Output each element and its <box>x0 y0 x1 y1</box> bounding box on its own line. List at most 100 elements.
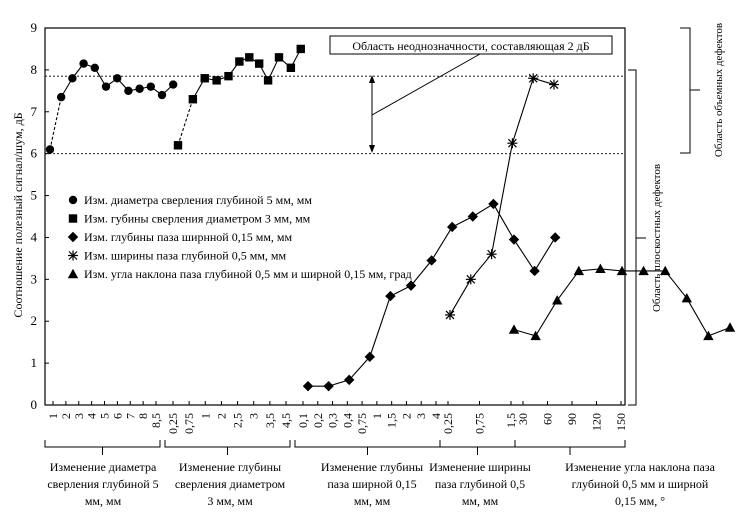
data-point-diamond <box>529 265 540 277</box>
data-point-square <box>188 95 198 104</box>
side-label-planar: Область плоскостных дефектов <box>651 164 663 312</box>
x-tick-label: 150 <box>614 413 628 431</box>
group-caption-line: глубиной 0,5 мм и ширной <box>572 477 709 491</box>
legend: Изм. диаметра сверления глубиной 5 мм, м… <box>67 193 412 281</box>
data-point-star <box>68 250 78 261</box>
x-tick-label: 0,75 <box>473 413 487 434</box>
series-segment <box>492 203 515 240</box>
data-point-square <box>212 76 221 85</box>
data-point-star <box>549 79 559 90</box>
data-point-circle <box>124 86 133 96</box>
group-bracket <box>439 440 516 448</box>
data-point-triangle <box>508 324 520 334</box>
plot-border <box>44 27 626 406</box>
x-tick-label: 7 <box>123 413 137 419</box>
data-point-diamond <box>344 374 355 386</box>
y-tick-label: 3 <box>31 271 38 286</box>
group-caption-line: мм, мм <box>85 494 122 508</box>
series-segment <box>534 237 556 272</box>
group-caption-line: Изменение глубины <box>179 460 281 474</box>
x-tick-label: 4 <box>429 413 443 419</box>
series-segment <box>472 203 494 217</box>
group-caption-line: 0,15 мм, ° <box>615 494 665 508</box>
series-segment <box>513 239 536 272</box>
series-segment <box>177 99 194 146</box>
x-tick-label: 2 <box>59 413 73 419</box>
annotation-box <box>329 35 613 55</box>
data-point-diamond <box>302 380 314 392</box>
planar-defects-bracket <box>628 69 637 406</box>
data-point-diamond <box>67 231 79 243</box>
data-point-triangle <box>638 265 649 276</box>
x-tick-label: 90 <box>565 413 579 425</box>
x-tick-label: 60 <box>541 413 555 425</box>
x-tick-label: 120 <box>590 413 604 431</box>
x-tick-label: 1,5 <box>385 413 399 428</box>
data-point-triangle <box>595 263 606 274</box>
data-point-square <box>224 71 233 81</box>
x-tick-label: 3 <box>72 413 86 419</box>
x-tick-label: 2 <box>399 413 413 419</box>
group-caption-line: Изменение диаметра <box>50 460 157 474</box>
series-segment <box>686 297 709 337</box>
data-point-star <box>465 274 476 285</box>
star-stroke <box>445 310 455 320</box>
data-point-square <box>254 59 264 68</box>
data-point-star <box>507 138 518 149</box>
group-bracket <box>164 440 291 448</box>
x-tick-label: 1 <box>46 413 60 419</box>
threshold-lines <box>45 75 625 155</box>
y-tick-label: 5 <box>31 188 38 203</box>
star-stroke <box>507 138 517 148</box>
group-caption-line: Изменение глубины <box>321 460 423 474</box>
data-point-circle <box>101 82 111 91</box>
arrow-head-bottom <box>369 145 375 153</box>
data-point-triangle <box>552 295 563 305</box>
data-point-diamond <box>385 290 396 302</box>
volume-defects-bracket <box>680 27 691 154</box>
side-brackets: Область объемных дефектов Область плоско… <box>628 23 725 406</box>
data-point-square <box>173 141 183 150</box>
plot-frame <box>44 27 626 406</box>
group-caption-line: Изменение угла наклона паза <box>565 460 716 474</box>
series-segment <box>535 299 558 337</box>
series-segment <box>431 226 453 261</box>
annotation-leader <box>371 53 481 116</box>
series-segment <box>664 270 688 299</box>
data-point-diamond <box>323 380 334 392</box>
data-point-square <box>200 74 209 83</box>
group-caption-line: мм, мм <box>462 494 499 508</box>
x-tick-label: 4,5 <box>279 413 293 428</box>
series-segment <box>578 268 601 272</box>
star-stroke <box>528 73 538 83</box>
series-layer <box>45 44 736 392</box>
series-segment <box>410 260 433 286</box>
group-caption-line: паза ширной 0,15 <box>327 477 416 491</box>
series-segment <box>449 279 472 316</box>
x-tick-label: 8 <box>136 413 150 419</box>
y-tick-label: 1 <box>31 355 38 370</box>
series-segment <box>533 77 555 86</box>
data-point-diamond <box>426 255 437 266</box>
data-point-circle <box>45 145 55 154</box>
legend-entry: Изм. губины сверления диаметром 3 мм, мм <box>84 212 311 226</box>
series-segment <box>49 97 62 150</box>
legend-entry: Изм. диаметра сверления глубиной 5 мм, м… <box>84 193 312 207</box>
data-point-star <box>528 73 539 84</box>
x-tick-label: 0,4 <box>340 413 354 428</box>
group-caption-line: паза глубиной 0,5 <box>435 477 525 491</box>
series-segment <box>556 270 580 301</box>
x-tick-label: 3 <box>247 413 261 419</box>
legend-entry: Изм. угла наклона паза глубиной 0,5 мм и… <box>84 267 412 281</box>
group-brackets <box>44 440 626 455</box>
series-segment <box>511 78 534 144</box>
star-stroke <box>68 251 78 260</box>
x-tick-label: 8,5 <box>149 413 163 428</box>
arrow-head-top <box>369 75 375 83</box>
y-tick-label: 6 <box>31 146 38 161</box>
data-point-diamond <box>550 232 561 243</box>
data-point-square <box>235 57 244 66</box>
data-point-circle <box>113 74 122 83</box>
x-tick-label: 0,75 <box>355 413 369 434</box>
data-point-star <box>486 249 497 260</box>
